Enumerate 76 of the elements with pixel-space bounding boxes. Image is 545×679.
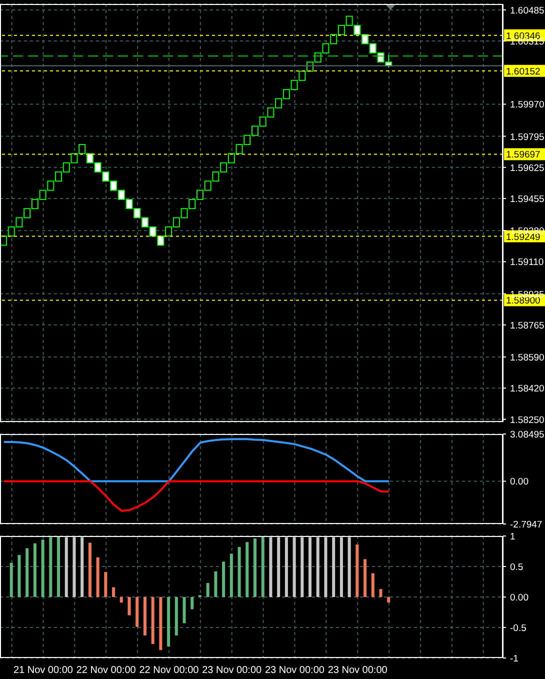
bar <box>72 537 76 597</box>
bar <box>18 554 21 597</box>
bar <box>57 536 60 597</box>
bar <box>324 537 328 597</box>
y-tick-label: 1.58250 <box>510 414 544 426</box>
bar <box>10 562 13 597</box>
bar <box>269 537 272 597</box>
bar <box>316 537 320 597</box>
y-tick-label: -0.5 <box>510 623 526 634</box>
y-tick-label: 1.59795 <box>510 132 544 143</box>
y-tick-label: 1.58590 <box>510 352 544 364</box>
x-tick-label: 23 Nov 00:00 <box>264 665 325 676</box>
bar <box>371 573 374 597</box>
bar <box>143 597 146 636</box>
bar <box>112 587 116 597</box>
bar <box>80 537 84 597</box>
bar <box>348 537 351 597</box>
x-tick-label: 23 Nov 00:00 <box>202 665 262 676</box>
bar <box>96 557 100 597</box>
line-series <box>2 438 390 482</box>
x-tick-label: 23 Nov 00:00 <box>328 665 388 676</box>
bar <box>292 537 296 597</box>
bar <box>167 597 170 646</box>
bar <box>49 537 52 597</box>
bar <box>88 542 92 597</box>
y-tick-label: 1.59110 <box>510 257 544 268</box>
bar <box>284 537 288 597</box>
bar <box>159 597 162 650</box>
y-tick-label: 1.59625 <box>510 162 544 174</box>
bar <box>190 597 194 610</box>
bar <box>151 597 154 644</box>
bar <box>332 537 336 597</box>
y-tick-label: 1 <box>510 532 516 542</box>
bar <box>136 597 139 627</box>
line-series <box>2 480 390 512</box>
bar <box>356 544 359 597</box>
bar <box>246 542 249 597</box>
bar <box>238 546 241 597</box>
bar <box>230 554 233 597</box>
y-tick-label: -2.7947 <box>510 520 542 530</box>
bar <box>277 537 280 597</box>
bar <box>206 582 210 597</box>
y-tick-label: 1.58765 <box>510 320 544 332</box>
x-tick-label: 21 Nov 00:00 <box>13 665 74 676</box>
bar <box>300 537 304 597</box>
bar <box>120 597 123 602</box>
y-tick-label: 1.59970 <box>510 100 544 111</box>
bar <box>128 597 131 616</box>
y-tick-label: 1.60485 <box>510 5 544 16</box>
bar <box>308 537 312 597</box>
bar <box>222 562 226 597</box>
ref-line-label: 1.60152 <box>506 66 540 78</box>
bar <box>364 559 367 597</box>
y-tick-label: 0.00 <box>510 592 528 604</box>
y-tick-label: 1.59455 <box>510 194 544 206</box>
bar <box>379 589 382 597</box>
bar <box>387 597 390 602</box>
bar <box>174 597 178 636</box>
y-tick-label: 1.58420 <box>510 384 544 395</box>
x-tick-label: 22 Nov 00:00 <box>76 665 136 676</box>
y-tick-label: 0.00 <box>510 476 528 488</box>
bar <box>254 538 256 597</box>
y-tick-label: -1 <box>510 654 518 664</box>
bar <box>26 548 29 597</box>
y-tick-label: 0.5 <box>510 562 524 573</box>
x-tick-label: 22 Nov 00:00 <box>139 665 200 676</box>
bar <box>261 536 264 597</box>
bar <box>340 537 343 597</box>
bar <box>33 543 36 597</box>
y-tick-label: 3.08495 <box>510 430 544 440</box>
bar <box>214 571 218 597</box>
bar <box>41 540 44 597</box>
ref-line-label: 1.59697 <box>506 150 540 161</box>
bar <box>182 597 186 624</box>
bar <box>104 572 108 597</box>
bar <box>64 537 68 597</box>
